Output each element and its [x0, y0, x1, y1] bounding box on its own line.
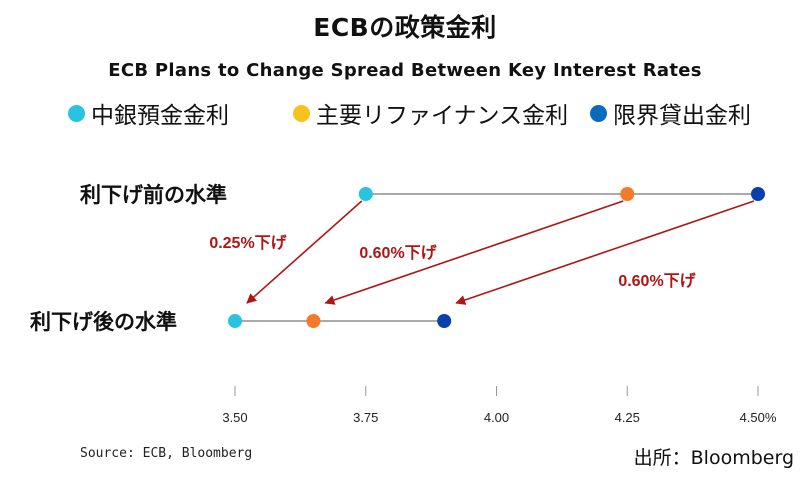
legend: 中銀預金金利 主要リファイナンス金利 限界貸出金利 — [68, 96, 788, 130]
legend-label-deposit: 中銀預金金利 — [91, 103, 229, 129]
legend-item-lending: 限界貸出金利 — [590, 96, 751, 130]
row-label: 利下げ前の水準 — [80, 183, 227, 207]
rate-point — [306, 314, 321, 328]
legend-marker-deposit — [68, 104, 85, 122]
legend-item-refinancing: 主要リファイナンス金利 — [293, 96, 568, 130]
x-tick-label: 3.50 — [222, 410, 247, 425]
x-tick-label: 3.75 — [353, 410, 378, 425]
x-tick-label: 4.00 — [484, 410, 509, 425]
row-label: 利下げ後の水準 — [30, 310, 177, 334]
rate-point — [228, 314, 242, 328]
rate-point — [358, 187, 373, 201]
change-arrow — [455, 200, 755, 305]
rate-point — [620, 187, 635, 201]
change-arrow — [324, 200, 624, 305]
change-arrow — [246, 200, 363, 304]
x-tick-label: 4.25 — [615, 410, 640, 425]
source-note: Source: ECB, Bloomberg — [80, 446, 253, 461]
legend-marker-lending — [590, 104, 607, 122]
legend-marker-refinancing — [293, 104, 310, 122]
chart-subtitle: ECB Plans to Change Spread Between Key I… — [108, 60, 702, 81]
change-label: 0.60%下げ — [359, 244, 437, 262]
legend-item-deposit: 中銀預金金利 — [68, 96, 229, 130]
change-label: 0.60%下げ — [618, 272, 696, 290]
chart-title: ECBの政策金利 — [313, 13, 497, 42]
legend-label-lending: 限界貸出金利 — [613, 103, 751, 129]
x-tick-label: 4.50% — [740, 410, 777, 425]
rate-point — [751, 187, 765, 201]
legend-label-refinancing: 主要リファイナンス金利 — [316, 103, 569, 129]
rate-point — [437, 314, 452, 328]
change-label: 0.25%下げ — [209, 234, 287, 252]
credit-note: 出所：Bloomberg — [633, 447, 794, 469]
